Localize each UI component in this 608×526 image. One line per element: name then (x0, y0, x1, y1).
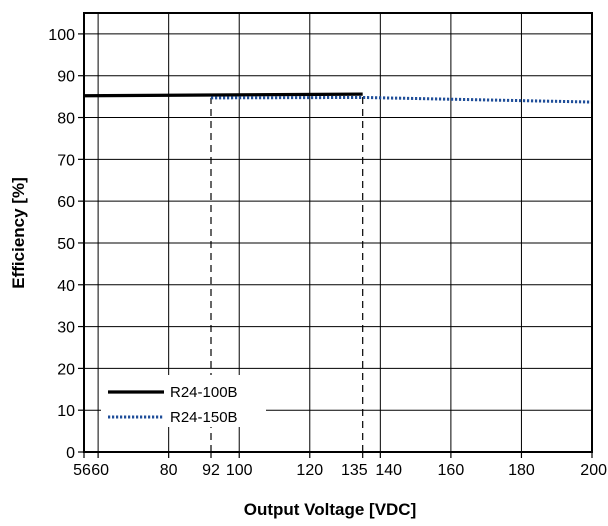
y-tick-label-60: 60 (57, 194, 75, 211)
y-tick-label-90: 90 (57, 69, 75, 86)
y-tick-label-10: 10 (57, 403, 75, 420)
y-tick-label-30: 30 (57, 320, 75, 337)
y-axis-label: Efficiency [%] (9, 177, 28, 288)
x-axis-ticks: 56 60 80 92 100 120 135 140 160 180 200 (73, 452, 607, 479)
y-tick-label-100: 100 (48, 27, 75, 44)
x-tick-label-92: 92 (202, 462, 220, 479)
legend-label-r24-100b: R24-100B (170, 384, 238, 401)
x-tick-label-80: 80 (160, 462, 178, 479)
legend: R24-100B R24-150B (101, 375, 266, 427)
grid (84, 13, 592, 452)
x-tick-label-200: 200 (580, 462, 607, 479)
y-tick-label-40: 40 (57, 278, 75, 295)
series-lines (83, 92, 593, 104)
x-tick-label-120: 120 (296, 462, 323, 479)
y-tick-label-20: 20 (57, 361, 75, 378)
x-tick-label-100: 100 (226, 462, 253, 479)
x-tick-label-160: 160 (438, 462, 465, 479)
y-tick-label-80: 80 (57, 111, 75, 128)
x-tick-label-180: 180 (508, 462, 535, 479)
x-tick-label-60: 60 (91, 462, 109, 479)
y-tick-label-50: 50 (57, 236, 75, 253)
x-axis-label: Output Voltage [VDC] (244, 500, 417, 519)
legend-label-r24-150b: R24-150B (170, 409, 238, 426)
y-tick-label-70: 70 (57, 152, 75, 169)
plot-frame (83, 12, 593, 453)
x-tick-label-140: 140 (375, 462, 402, 479)
x-tick-label-56: 56 (73, 462, 91, 479)
series-line-r24-150b (210, 95, 593, 104)
y-tick-label-0: 0 (66, 445, 75, 462)
x-tick-label-135: 135 (341, 462, 368, 479)
series-line-r24-100b (83, 92, 363, 98)
y-axis-ticks: 0 10 20 30 40 50 60 70 80 90 100 (48, 27, 84, 462)
